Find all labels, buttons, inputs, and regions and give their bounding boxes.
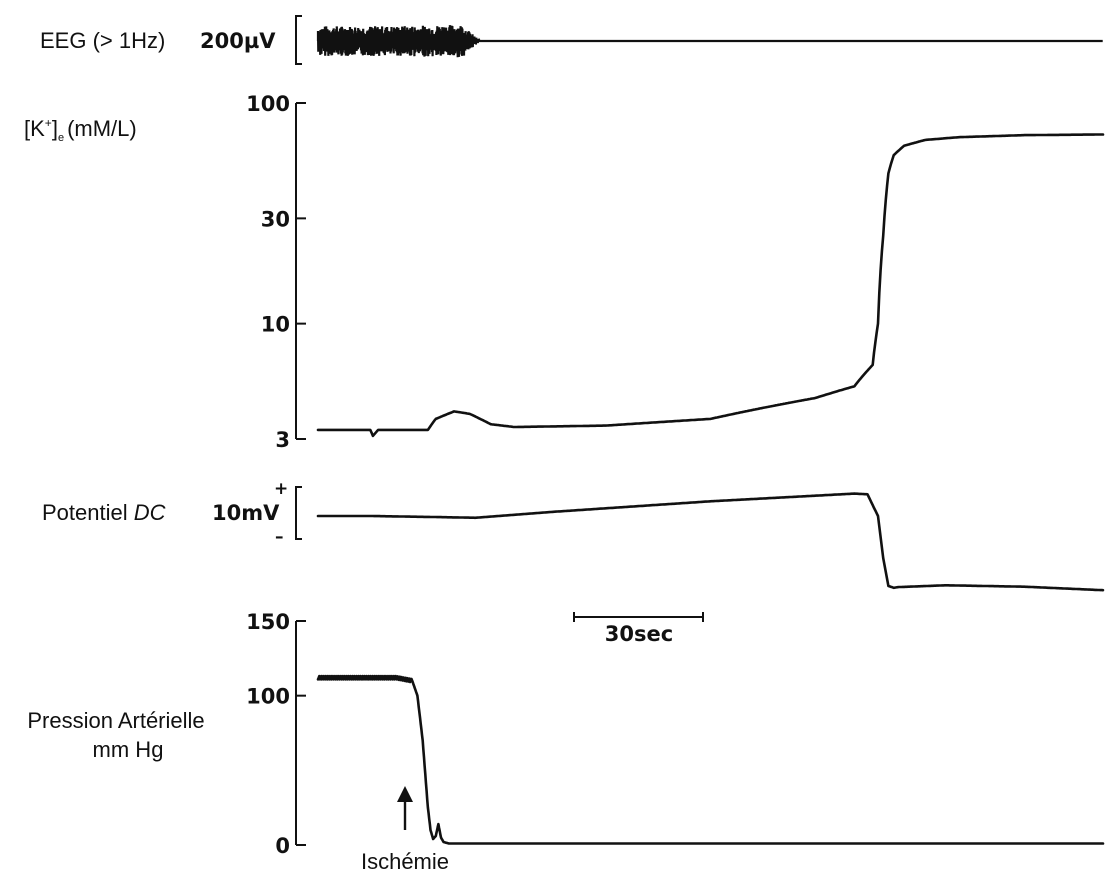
dc-scale-label: 10mV [212, 501, 280, 525]
time-scale-label: 30sec [605, 622, 673, 646]
pressure-panel: Pression Artérielle mm Hg 150 100 0 Ischém… [27, 610, 1105, 874]
dc-label: Potentiel DC [42, 500, 166, 525]
eeg-panel: EEG (> 1Hz) 200µV [40, 15, 1103, 65]
potassium-y-ticks: 100 30 10 3 [246, 92, 306, 452]
pressure-label-line1: Pression Artérielle [27, 708, 204, 733]
pressure-trace [316, 674, 1105, 845]
potassium-label: [K+]e (mM/L) [24, 116, 137, 144]
potassium-tick-label: 30 [261, 207, 290, 231]
dc-trace [316, 492, 1105, 592]
potassium-trace [316, 133, 1105, 438]
potassium-tick-label: 100 [246, 92, 290, 116]
dc-potential-panel: Potentiel DC 10mV + – [42, 479, 1105, 592]
pressure-y-ticks: 150 100 0 [246, 610, 306, 858]
pressure-label-line2: mm Hg [93, 737, 164, 762]
potassium-tick-label: 10 [261, 313, 290, 337]
eeg-trace [316, 25, 1103, 58]
ischemia-label: Ischémie [361, 849, 449, 874]
potassium-tick-label: 3 [275, 428, 290, 452]
dc-scale-minus: – [275, 527, 284, 547]
pressure-tick-label: 0 [275, 834, 290, 858]
dc-scale-bracket [295, 486, 302, 540]
time-scale: 30sec [573, 612, 704, 646]
pressure-tick-label: 150 [246, 610, 290, 634]
eeg-scale-bracket [295, 15, 302, 65]
dc-scale-plus: + [274, 479, 288, 499]
ischemia-arrow-head [397, 786, 413, 802]
time-scale-bar [573, 612, 704, 622]
pressure-tick-label: 100 [246, 685, 290, 709]
eeg-scale-label: 200µV [200, 29, 276, 53]
potassium-panel: [K+]e (mM/L) 100 30 10 3 [24, 92, 1105, 452]
eeg-label: EEG (> 1Hz) [40, 28, 165, 53]
